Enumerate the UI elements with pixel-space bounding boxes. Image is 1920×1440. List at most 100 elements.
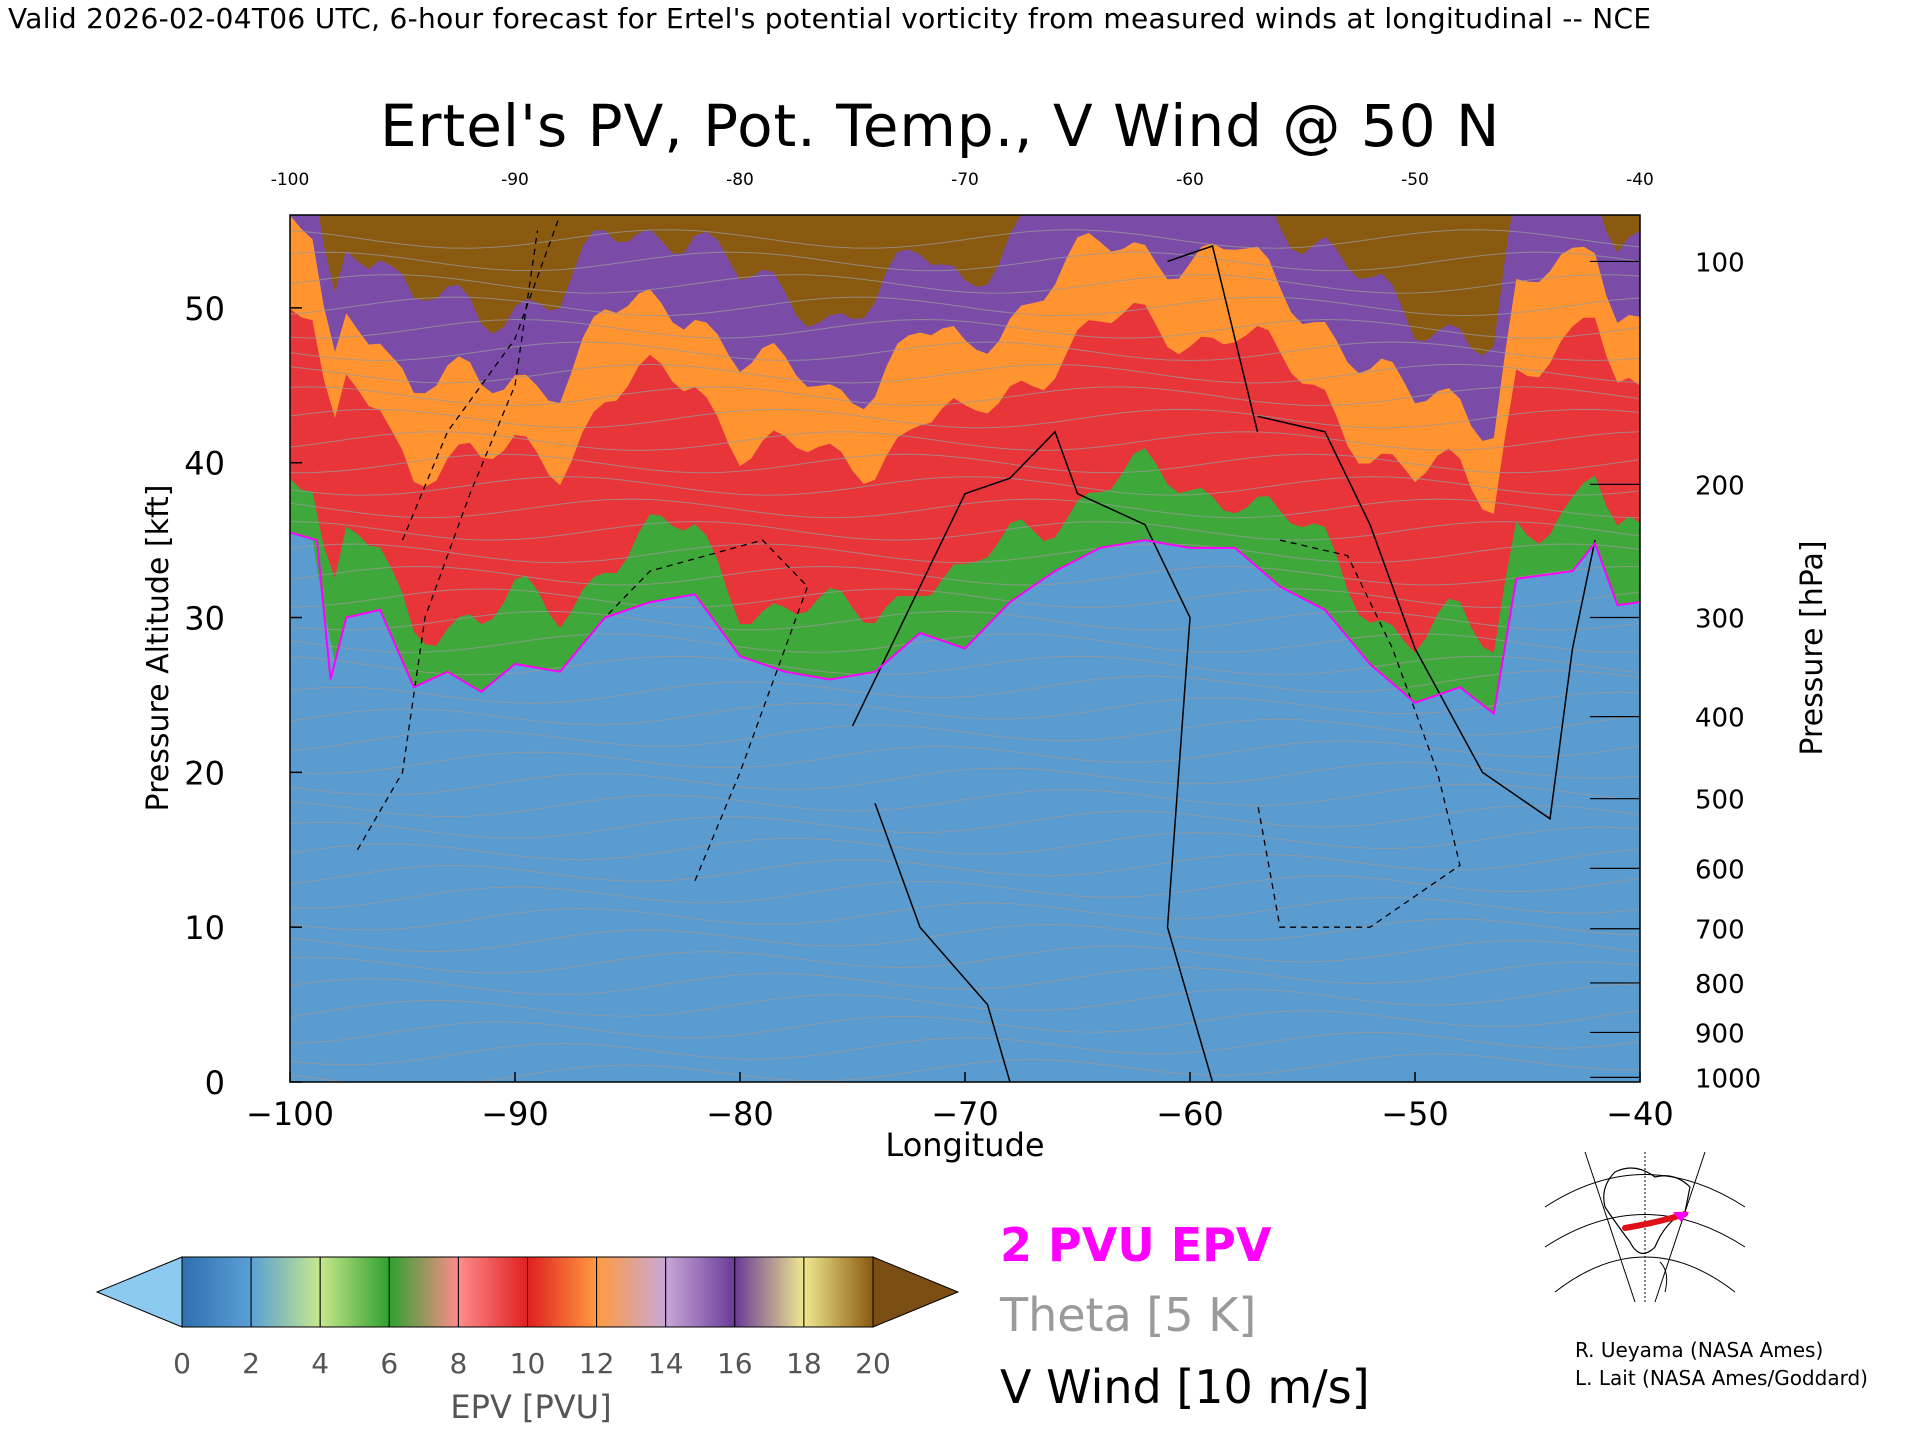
colorbar-tick-label: 10	[510, 1347, 546, 1380]
x-tick-label-top: -80	[726, 170, 754, 190]
credit-line-1: R. Ueyama (NASA Ames)	[1575, 1338, 1824, 1362]
theta-line	[290, 431, 1640, 451]
theta-line	[290, 1031, 1640, 1066]
theta-line	[290, 896, 1640, 931]
pressure-tick-label: 900	[1695, 1019, 1745, 1049]
vwind-solid-line	[1257, 415, 1596, 821]
legend-vwind: V Wind [10 m/s]	[1000, 1360, 1370, 1414]
theta-line	[290, 498, 1640, 519]
colorbar-tick-label: 4	[311, 1347, 329, 1380]
theta-line	[290, 805, 1640, 839]
y-tick-label: 30	[184, 600, 225, 638]
x-tick-label: −60	[1156, 1095, 1224, 1133]
y2-axis-label: Pressure [hPa]	[1795, 540, 1830, 755]
vwind-dashed-line	[604, 539, 809, 881]
theta-line	[290, 740, 1640, 774]
x-axis-top: -100 -90 -80 -70 -60 -50 -40	[271, 170, 1654, 190]
colorbar-segment	[527, 1256, 598, 1328]
colorbar-tick-label: 14	[648, 1347, 684, 1380]
x-tick-label-top: -40	[1626, 170, 1654, 190]
theta-line	[290, 543, 1640, 564]
x-tick-label-top: -50	[1401, 170, 1429, 190]
colorbar-segment	[457, 1256, 528, 1328]
y-tick-label: 0	[205, 1064, 225, 1102]
theta-line	[290, 520, 1640, 541]
x-tick-label: −40	[1606, 1095, 1674, 1133]
vwind-solid-line	[1167, 245, 1259, 432]
vwind-dashed-line	[1256, 539, 1461, 928]
colorbar-segment	[181, 1256, 252, 1328]
epv-band->20	[318, 215, 1640, 356]
theta-line	[290, 274, 1640, 294]
pressure-tick-label: 400	[1695, 704, 1745, 734]
x-axis-label: Longitude	[885, 1126, 1044, 1164]
pressure-tick-label: 800	[1695, 970, 1745, 1000]
x-tick-label: −80	[706, 1095, 774, 1133]
theta-line	[290, 565, 1640, 586]
colorbar-tick-label: 6	[380, 1347, 398, 1380]
pressure-tick-label: 1000	[1695, 1064, 1761, 1094]
colorbar-tick-label: 8	[449, 1347, 467, 1380]
colorbar-segment	[734, 1256, 805, 1328]
theta-line	[290, 386, 1640, 406]
theta-contours	[290, 229, 1640, 1082]
tropopause-2pvu-line	[290, 531, 1640, 716]
theta-line	[290, 341, 1640, 362]
colorbar-tick-label: 12	[579, 1347, 615, 1380]
colorbar-tick-label: 0	[173, 1347, 191, 1380]
theta-line	[290, 670, 1640, 704]
colorbar-over-arrow	[872, 1256, 960, 1328]
colorbar-tick-label: 18	[786, 1347, 822, 1380]
colorbar: 0 2 4 6 8 10 12 14 16 18 20	[95, 1256, 960, 1380]
vwind-dashed-line	[356, 230, 539, 851]
pressure-tick-label: 300	[1695, 605, 1745, 635]
x-tick-label-top: -70	[951, 170, 979, 190]
y-tick-label: 50	[184, 290, 225, 328]
theta-line	[290, 918, 1640, 953]
colorbar-under-arrow	[95, 1256, 183, 1328]
theta-line	[290, 691, 1640, 726]
theta-line	[290, 655, 1640, 676]
credit-line-2: L. Lait (NASA Ames/Goddard)	[1575, 1366, 1868, 1390]
credits: R. Ueyama (NASA Ames) L. Lait (NASA Ames…	[1575, 1336, 1868, 1392]
tropopause-contour	[290, 531, 1640, 716]
vwind-dashed-line	[401, 215, 561, 541]
legend-theta: Theta [5 K]	[1000, 1288, 1257, 1342]
theta-line	[290, 961, 1640, 996]
y-axis: 0 10 20 30 40 50	[184, 290, 302, 1102]
y-tick-label: 20	[184, 754, 225, 792]
colorbar-tick-label: 16	[717, 1347, 753, 1380]
y-tick-label: 40	[184, 445, 225, 483]
theta-line	[290, 715, 1640, 752]
colorbar-segment	[665, 1256, 736, 1328]
pressure-tick-label: 100	[1695, 248, 1745, 278]
theta-line	[290, 610, 1640, 631]
theta-line	[290, 229, 1640, 249]
theta-line	[290, 318, 1640, 339]
colorbar-segment	[388, 1256, 459, 1328]
theta-line	[290, 848, 1640, 885]
colorbar-segment	[319, 1256, 390, 1328]
theta-line	[290, 826, 1640, 861]
vwind-solid-line	[851, 430, 1214, 1082]
vwind-contours	[356, 215, 1596, 1082]
x-tick-label: −90	[481, 1095, 549, 1133]
x-tick-label-top: -90	[501, 170, 529, 190]
colorbar-label: EPV [PVU]	[450, 1388, 611, 1426]
theta-line	[290, 363, 1640, 384]
colorbar-segment	[250, 1256, 321, 1328]
theta-line	[290, 633, 1640, 653]
pressure-tick-label: 500	[1695, 786, 1745, 816]
x-tick-label: −70	[931, 1095, 999, 1133]
x-tick-label: −50	[1381, 1095, 1449, 1133]
colorbar-segment	[596, 1256, 667, 1328]
chart-title: Ertel's PV, Pot. Temp., V Wind @ 50 N	[380, 92, 1501, 160]
x-axis: −100 −90 −80 −70 −60 −50 −40	[246, 1072, 1674, 1133]
theta-line	[290, 296, 1640, 317]
legend-epv: 2 PVU EPV	[1000, 1218, 1272, 1272]
locator-map	[1544, 1151, 1746, 1303]
theta-line	[290, 251, 1640, 272]
theta-line	[290, 408, 1640, 429]
pressure-tick-label: 700	[1695, 916, 1745, 946]
